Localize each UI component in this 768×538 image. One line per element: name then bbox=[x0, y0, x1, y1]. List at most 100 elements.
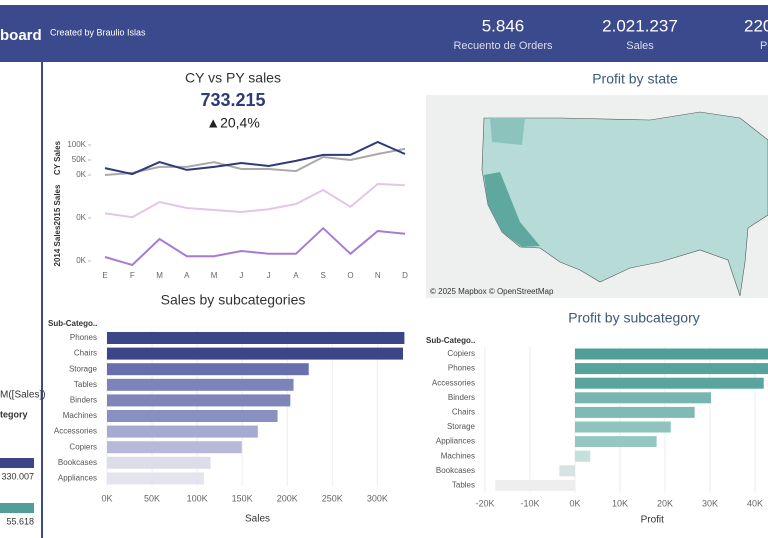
y-tick-label: 0K bbox=[76, 256, 86, 265]
x-tick-label: D bbox=[402, 271, 408, 280]
y-axis-label: 2015 Sales bbox=[53, 184, 62, 225]
chart-title: Sales by subcategories bbox=[161, 292, 306, 308]
subtitle: Created by Braulio Islas bbox=[50, 27, 146, 37]
y-tick-label: Bookcases bbox=[436, 466, 475, 475]
x-tick-label: -20K bbox=[475, 498, 494, 508]
x-tick-label: 0K bbox=[569, 498, 580, 508]
bar bbox=[107, 472, 204, 485]
y-axis-label: 2014 Sales bbox=[53, 225, 62, 266]
y-tick-label: Appliances bbox=[436, 437, 475, 446]
x-tick-label: 200K bbox=[277, 493, 298, 503]
legend-max: 330.007 bbox=[1, 471, 34, 481]
kpi-value: 5.846 bbox=[482, 16, 525, 35]
y-tick-label: Appliances bbox=[58, 474, 97, 483]
plot bbox=[106, 330, 405, 487]
x-tick-label: 10K bbox=[612, 498, 628, 508]
y-tick-label: Chairs bbox=[452, 408, 475, 417]
y-tick-label: Phones bbox=[70, 333, 97, 342]
x-tick-label: 40K bbox=[747, 498, 763, 508]
y-tick-label: Tables bbox=[452, 481, 475, 490]
x-tick-label: O bbox=[347, 271, 353, 280]
map-state bbox=[490, 118, 525, 145]
bar bbox=[575, 377, 764, 389]
x-tick-label: M bbox=[156, 271, 163, 280]
y-tick-label: Binders bbox=[70, 396, 97, 405]
y-tick-label: Storage bbox=[69, 364, 98, 373]
bar bbox=[107, 363, 309, 376]
bar bbox=[107, 347, 403, 360]
y-tick-label: 0K bbox=[76, 170, 86, 179]
line-series bbox=[104, 226, 406, 267]
y-tick-label: Storage bbox=[447, 422, 476, 431]
kpi-value: 220 bbox=[744, 16, 768, 35]
plot bbox=[484, 346, 768, 493]
y-tick-label: Tables bbox=[74, 380, 97, 389]
legend-max: 55.618 bbox=[6, 516, 34, 526]
x-tick-label: 250K bbox=[322, 493, 343, 503]
kpi-value: 2.021.237 bbox=[602, 16, 678, 35]
bar bbox=[107, 441, 242, 454]
x-tick-label: -10K bbox=[520, 498, 539, 508]
y-axis-label: CY Sales bbox=[53, 140, 62, 175]
bar bbox=[107, 394, 291, 407]
legend-swatch bbox=[0, 458, 34, 468]
x-tick-label: J bbox=[239, 271, 243, 280]
x-tick-label: 20K bbox=[657, 498, 673, 508]
y-tick-label: Chairs bbox=[74, 349, 97, 358]
map-attribution: © 2025 Mapbox © OpenStreetMap bbox=[430, 287, 554, 296]
y-tick-label: Machines bbox=[441, 451, 475, 460]
line-series bbox=[104, 182, 406, 219]
x-tick-label: S bbox=[321, 271, 326, 280]
bar bbox=[575, 421, 671, 433]
line-series bbox=[104, 140, 406, 176]
map-land bbox=[481, 111, 768, 297]
x-tick-label: 300K bbox=[367, 493, 388, 503]
x-tick-label: M bbox=[211, 271, 218, 280]
x-tick-label: 0K bbox=[101, 493, 112, 503]
x-tick-label: N bbox=[375, 271, 381, 280]
bar bbox=[575, 436, 657, 448]
y-tick-label: Copiers bbox=[69, 442, 97, 451]
kpi-value: 733.215 bbox=[200, 90, 265, 110]
x-tick-label: 100K bbox=[187, 493, 208, 503]
y-tick-label: 50K bbox=[72, 155, 87, 164]
y-tick-label: Copiers bbox=[447, 349, 475, 358]
bar bbox=[575, 450, 591, 462]
category-header: Sub-Catego.. bbox=[48, 319, 97, 328]
bar bbox=[559, 465, 575, 477]
bar bbox=[575, 363, 768, 375]
y-tick-label: 100K bbox=[67, 140, 86, 149]
y-tick-label: Machines bbox=[63, 411, 97, 420]
map-state bbox=[484, 172, 540, 247]
line-series bbox=[104, 147, 406, 176]
x-tick-label: 150K bbox=[232, 493, 253, 503]
kpi-label: P bbox=[760, 40, 767, 52]
dashboard-title: board bbox=[0, 27, 42, 44]
bar bbox=[575, 392, 711, 404]
category-header: Sub-Catego.. bbox=[426, 336, 475, 345]
y-tick-label: Bookcases bbox=[58, 458, 97, 467]
kpi-label: Sales bbox=[626, 40, 654, 52]
bar bbox=[107, 410, 278, 422]
bar bbox=[107, 456, 211, 469]
chart-title: Profit by subcategory bbox=[568, 310, 700, 326]
x-tick-label: A bbox=[293, 271, 299, 280]
map-title: Profit by state bbox=[592, 71, 678, 87]
y-tick-label: Phones bbox=[448, 364, 475, 373]
x-tick-label: J bbox=[267, 271, 271, 280]
x-axis-label: Profit bbox=[641, 515, 665, 526]
x-tick-label: E bbox=[102, 271, 107, 280]
y-tick-label: 0K bbox=[76, 213, 86, 222]
bar bbox=[107, 425, 258, 438]
bar bbox=[575, 348, 768, 360]
bar bbox=[107, 378, 294, 391]
kpi-label: Recuento de Orders bbox=[453, 40, 553, 52]
y-tick-label: Binders bbox=[448, 393, 475, 402]
bar bbox=[495, 479, 575, 491]
x-axis-label: Sales bbox=[245, 514, 270, 525]
bar bbox=[107, 332, 405, 344]
legend-field: tegory bbox=[0, 409, 28, 419]
y-tick-label: Accessories bbox=[54, 427, 97, 436]
